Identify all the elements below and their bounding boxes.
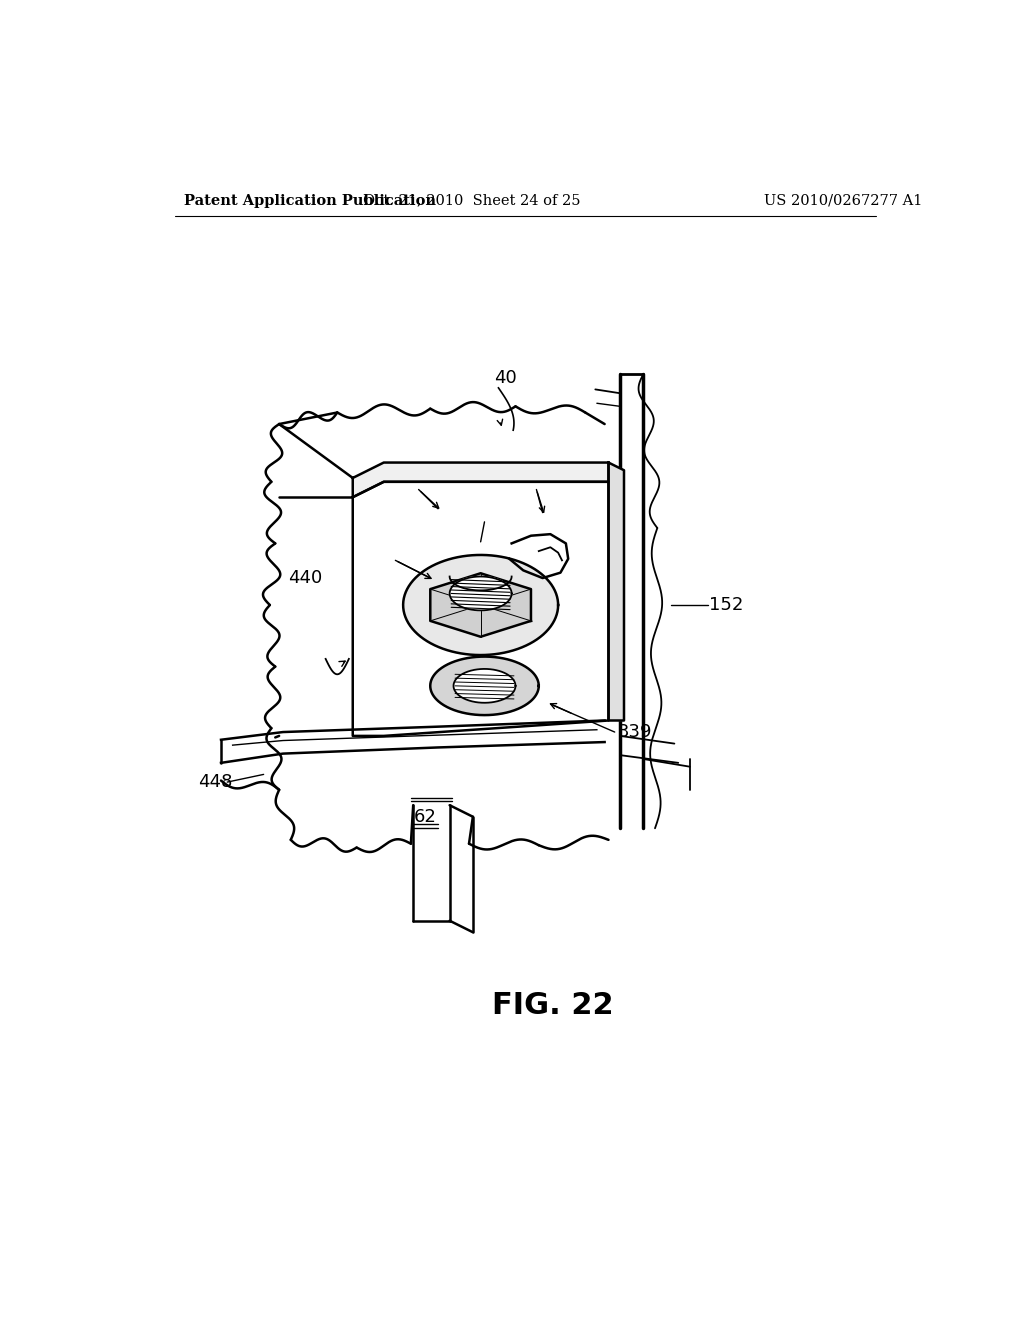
Text: 445: 445: [358, 550, 393, 568]
Polygon shape: [403, 554, 558, 655]
Text: 337: 337: [469, 506, 504, 523]
Text: 152: 152: [710, 597, 743, 614]
Text: 450: 450: [519, 471, 554, 490]
Text: 339: 339: [617, 723, 652, 741]
Text: 442: 442: [388, 480, 423, 499]
Text: US 2010/0267277 A1: US 2010/0267277 A1: [764, 194, 922, 207]
Text: 40: 40: [494, 368, 516, 387]
Text: Patent Application Publication: Patent Application Publication: [183, 194, 436, 207]
Text: 62: 62: [414, 808, 437, 826]
Polygon shape: [608, 462, 624, 721]
Text: Oct. 21, 2010  Sheet 24 of 25: Oct. 21, 2010 Sheet 24 of 25: [362, 194, 580, 207]
Text: FIG. 22: FIG. 22: [492, 991, 613, 1020]
Text: 448: 448: [198, 774, 232, 791]
Text: 440: 440: [288, 569, 322, 587]
Polygon shape: [454, 669, 515, 702]
Polygon shape: [352, 462, 608, 498]
Polygon shape: [430, 573, 531, 636]
Polygon shape: [430, 656, 539, 715]
Polygon shape: [450, 577, 512, 610]
Polygon shape: [352, 482, 608, 737]
